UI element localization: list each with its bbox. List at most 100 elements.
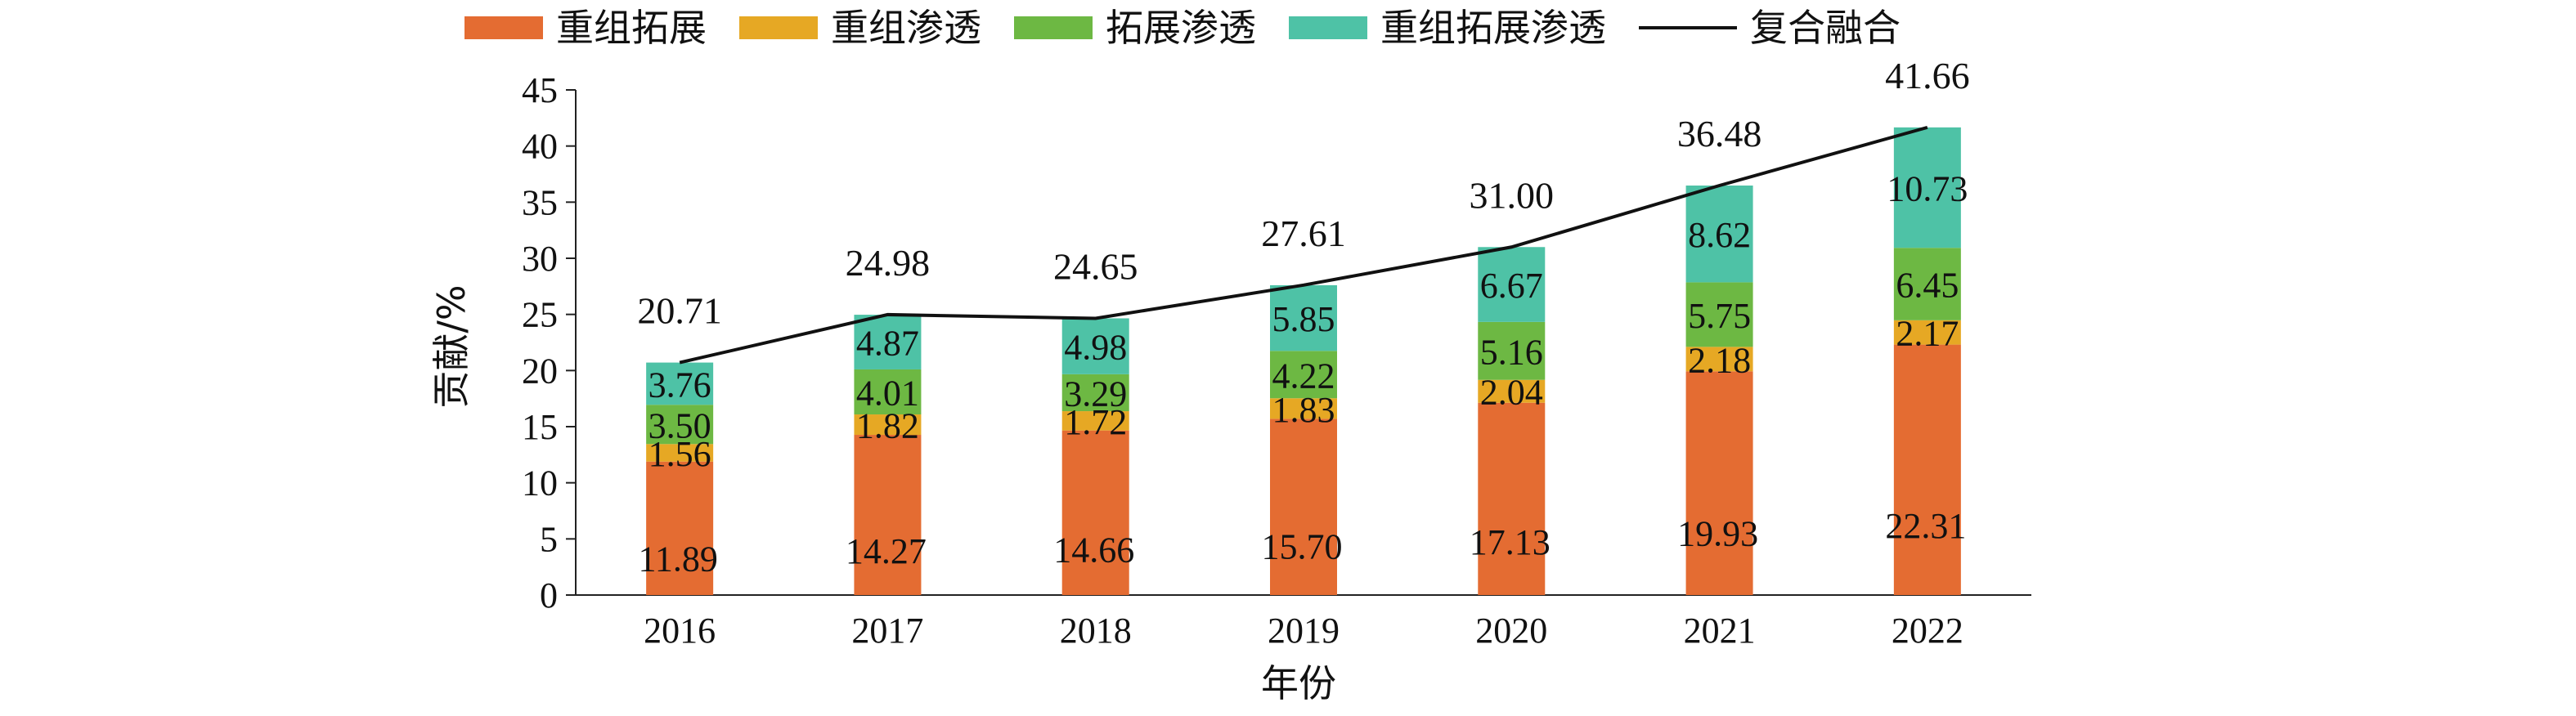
legend-label: 重组渗透 xyxy=(831,6,981,50)
bar-segment xyxy=(1478,402,1546,595)
x-tick-label: 2018 xyxy=(1060,611,1132,651)
bars xyxy=(646,127,1961,595)
bar-segment xyxy=(1478,379,1546,403)
y-axis: 0 5 10 15 20 25 30 35 40 45 xyxy=(522,70,577,615)
y-tick-label: 10 xyxy=(522,463,558,503)
segment-labels: 11.89 1.563.503.76 14.27 1.824.01 4.87 14.66 1… xyxy=(638,169,1968,580)
bar-segment xyxy=(1061,374,1129,412)
segment-label: 4.87 xyxy=(856,324,919,364)
segment-label: 2.18 xyxy=(1688,340,1751,380)
bar-segment xyxy=(1061,411,1129,431)
bar-segment xyxy=(1893,344,1961,595)
segment-label: 14.66 xyxy=(1053,530,1134,571)
x-axis-title: 年份 xyxy=(1261,661,1336,705)
bar-segment xyxy=(1685,186,1753,283)
segment-label: 6.45 xyxy=(1896,266,1959,306)
total-line xyxy=(679,125,1928,365)
segment-label: 4.22 xyxy=(1272,356,1335,396)
bar-segment xyxy=(646,444,714,462)
y-tick-label: 5 xyxy=(540,519,558,559)
bar-segment xyxy=(1478,321,1546,380)
segment-label: 19.93 xyxy=(1677,513,1758,553)
bar-segment xyxy=(646,362,714,405)
legend-swatch xyxy=(464,16,543,39)
bar-segment xyxy=(646,461,714,595)
y-tick-label: 15 xyxy=(522,407,558,447)
bar-segment xyxy=(854,414,922,436)
x-axis: 2016 2017 2018 2019 2020 2021 2022 xyxy=(576,594,2031,651)
bar-segment xyxy=(1270,284,1337,351)
segment-label: 3.29 xyxy=(1064,374,1127,414)
total-label: 36.48 xyxy=(1677,113,1762,154)
total-label: 41.66 xyxy=(1885,55,1970,96)
total-label: 24.98 xyxy=(846,242,931,284)
y-tick-label: 45 xyxy=(522,70,558,110)
bar-segment xyxy=(1061,430,1129,595)
segment-label: 4.01 xyxy=(856,373,919,413)
segment-label: 1.56 xyxy=(648,434,711,474)
x-tick-label: 2022 xyxy=(1892,611,1963,651)
x-tick-label: 2017 xyxy=(851,611,923,651)
segment-label: 6.67 xyxy=(1480,266,1543,306)
y-tick-label: 20 xyxy=(522,351,558,391)
bar-segment xyxy=(854,315,922,369)
bar-segment xyxy=(854,435,922,595)
x-tick-label: 2020 xyxy=(1475,611,1547,651)
bar-segment xyxy=(1685,282,1753,347)
y-tick-label: 30 xyxy=(522,239,558,279)
legend-label: 重组拓展渗透 xyxy=(1380,6,1606,50)
segment-label: 4.98 xyxy=(1064,328,1127,368)
bar-segment xyxy=(1270,398,1337,419)
bar-segment xyxy=(1685,371,1753,595)
total-labels: 20.71 24.98 24.65 27.61 31.00 36.48 41.66 xyxy=(637,55,1969,332)
total-label: 20.71 xyxy=(637,290,722,332)
segment-label: 14.27 xyxy=(846,531,927,571)
segment-label: 2.04 xyxy=(1480,373,1543,413)
segment-label: 5.16 xyxy=(1480,332,1543,372)
y-axis-title: 贡献/% xyxy=(429,284,473,408)
bar-segment xyxy=(1270,351,1337,399)
bar-segment xyxy=(646,405,714,445)
bar-segment xyxy=(1061,318,1129,374)
bar-segment xyxy=(1893,248,1961,320)
total-label: 24.65 xyxy=(1053,245,1138,287)
x-tick-label: 2019 xyxy=(1268,611,1340,651)
y-tick-label: 40 xyxy=(522,127,558,167)
legend: 重组拓展 重组渗透 拓展渗透 重组拓展渗透 复合融合 xyxy=(464,6,1901,50)
legend-swatch xyxy=(739,16,818,39)
legend-swatch xyxy=(1289,16,1367,39)
bar-segment xyxy=(854,369,922,415)
x-tick-label: 2016 xyxy=(644,611,716,651)
segment-label: 5.75 xyxy=(1688,296,1751,336)
segment-label: 3.76 xyxy=(648,365,711,405)
segment-label: 15.70 xyxy=(1262,527,1343,567)
segment-label: 1.72 xyxy=(1064,402,1127,442)
legend-label: 重组拓展 xyxy=(556,6,707,50)
segment-label: 3.50 xyxy=(648,405,711,445)
segment-label: 5.85 xyxy=(1272,299,1335,339)
bar-segment xyxy=(1478,247,1546,322)
total-label: 31.00 xyxy=(1470,174,1555,216)
total-label: 27.61 xyxy=(1261,213,1346,254)
segment-label: 1.83 xyxy=(1272,390,1335,430)
bar-segment xyxy=(1270,418,1337,595)
y-tick-label: 0 xyxy=(540,575,558,615)
legend-label: 拓展渗透 xyxy=(1106,6,1256,50)
legend-swatch xyxy=(1014,16,1093,39)
legend-label: 复合融合 xyxy=(1750,6,1901,50)
y-tick-label: 25 xyxy=(522,295,558,335)
bar-segment xyxy=(1893,320,1961,345)
segment-label: 8.62 xyxy=(1688,215,1751,255)
segment-label: 17.13 xyxy=(1470,522,1551,562)
segment-label: 22.31 xyxy=(1885,506,1966,546)
segment-label: 10.73 xyxy=(1887,169,1968,209)
segment-label: 11.89 xyxy=(638,539,717,579)
bar-segment xyxy=(1685,347,1753,372)
total-line-path xyxy=(679,125,1928,365)
segment-label: 1.82 xyxy=(856,406,919,446)
y-tick-label: 35 xyxy=(522,182,558,222)
segment-label: 2.17 xyxy=(1896,314,1959,354)
bar-segment xyxy=(1893,127,1961,248)
x-tick-label: 2021 xyxy=(1684,611,1756,651)
